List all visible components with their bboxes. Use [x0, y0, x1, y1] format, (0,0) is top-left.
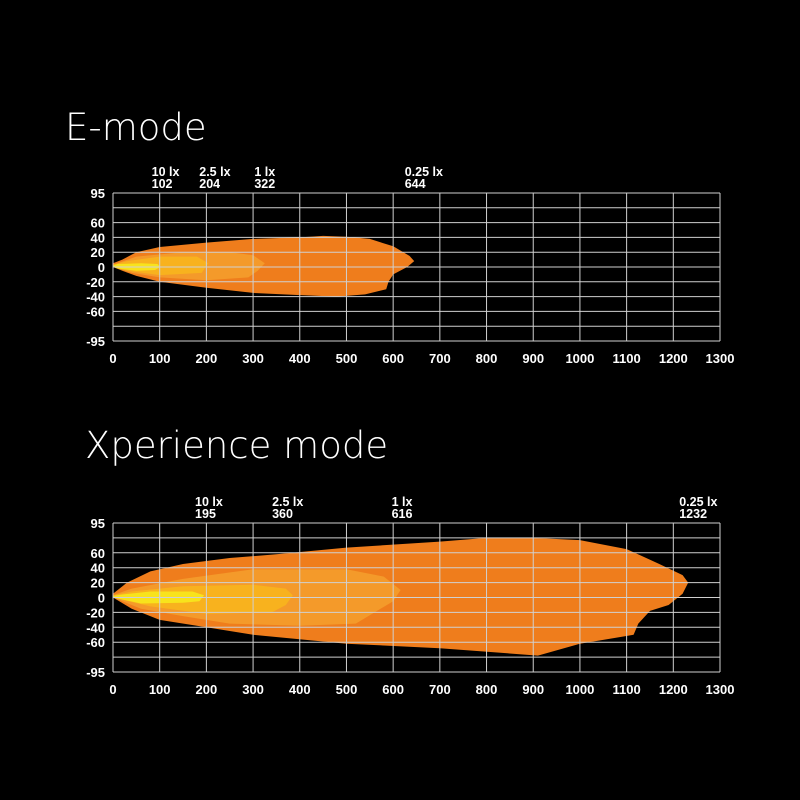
x-tick-label: 900 — [522, 682, 544, 697]
x-tick-label: 600 — [382, 682, 404, 697]
lux-distance-label: 644 — [405, 177, 426, 191]
x-tick-label: 200 — [196, 351, 218, 366]
x-tick-label: 800 — [476, 351, 498, 366]
lux-distance-label: 204 — [199, 177, 220, 191]
lux-distance-label: 360 — [272, 507, 293, 521]
y-tick-label: 20 — [91, 576, 105, 591]
lux-level-label: 0.25 lx — [405, 165, 443, 179]
lux-distance-label: 616 — [392, 507, 413, 521]
x-tick-label: 1100 — [613, 351, 641, 366]
lux-level-label: 0.25 lx — [679, 495, 717, 509]
y-tick-label: 95 — [91, 516, 105, 531]
x-tick-label: 1200 — [659, 351, 688, 366]
y-tick-label: 95 — [91, 186, 105, 201]
x-tick-label: 800 — [476, 682, 498, 697]
x-tick-label: 300 — [242, 682, 264, 697]
lux-level-label: 2.5 lx — [199, 165, 230, 179]
x-tick-label: 700 — [429, 351, 451, 366]
y-tick-label: -95 — [86, 334, 105, 349]
x-tick-label: 700 — [429, 682, 451, 697]
x-tick-label: 1000 — [565, 351, 594, 366]
x-tick-label: 500 — [336, 351, 358, 366]
x-tick-label: 300 — [242, 351, 264, 366]
y-tick-label: -40 — [86, 620, 105, 635]
y-tick-label: -40 — [86, 290, 105, 305]
y-tick-label: 60 — [91, 216, 105, 231]
y-tick-label: 0 — [98, 260, 105, 275]
lux-level-label: 2.5 lx — [272, 495, 303, 509]
lux-level-label: 1 lx — [392, 495, 413, 509]
lux-level-label: 1 lx — [254, 165, 275, 179]
lux-distance-label: 195 — [195, 507, 216, 521]
x-tick-label: 0 — [109, 351, 116, 366]
lux-level-label: 10 lx — [152, 165, 180, 179]
x-tick-label: 1000 — [565, 682, 594, 697]
x-tick-label: 400 — [289, 682, 311, 697]
lux-level-label: 10 lx — [195, 495, 223, 509]
x-tick-label: 1300 — [706, 351, 735, 366]
y-tick-label: 60 — [91, 546, 105, 561]
y-tick-label: -60 — [86, 635, 105, 650]
y-tick-label: 0 — [98, 591, 105, 606]
x-tick-label: 1300 — [706, 682, 735, 697]
x-tick-label: 100 — [149, 351, 171, 366]
y-tick-label: 40 — [91, 561, 105, 576]
y-tick-label: -95 — [86, 665, 105, 680]
x-tick-label: 200 — [196, 682, 218, 697]
y-tick-label: -20 — [86, 275, 105, 290]
chart-title: Xperience mode — [85, 424, 388, 467]
x-tick-label: 500 — [336, 682, 358, 697]
y-tick-label: 20 — [91, 245, 105, 260]
x-tick-label: 100 — [149, 682, 171, 697]
x-tick-label: 1200 — [659, 682, 688, 697]
y-tick-label: 40 — [91, 230, 105, 245]
x-tick-label: 900 — [522, 351, 544, 366]
lux-distance-label: 102 — [152, 177, 173, 191]
lux-distance-label: 322 — [254, 177, 275, 191]
x-tick-label: 1100 — [613, 682, 641, 697]
y-tick-label: -20 — [86, 605, 105, 620]
x-tick-label: 400 — [289, 351, 311, 366]
y-tick-label: -60 — [86, 304, 105, 319]
x-tick-label: 600 — [382, 351, 404, 366]
x-tick-label: 0 — [109, 682, 116, 697]
chart-title: E-mode — [65, 106, 207, 149]
lux-distance-label: 1232 — [679, 507, 707, 521]
